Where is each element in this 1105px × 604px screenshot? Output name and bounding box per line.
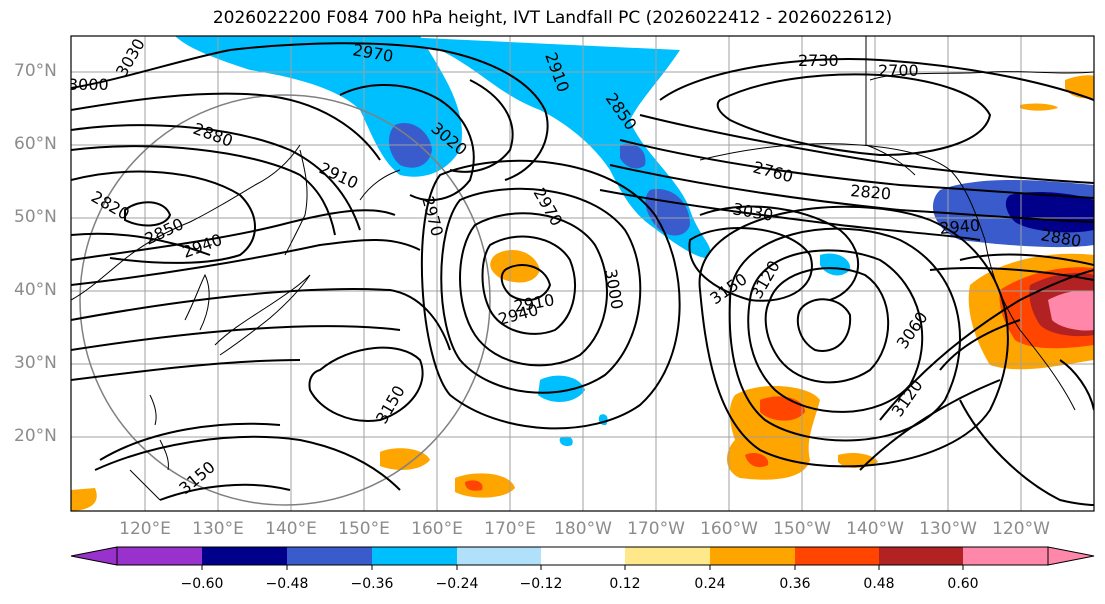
ivt-negative-region bbox=[620, 143, 646, 169]
lon-label: 130°E bbox=[192, 519, 244, 539]
contour-label: 2700 bbox=[878, 61, 919, 80]
colorbar-frame bbox=[116, 546, 1049, 566]
colorbar-segment bbox=[202, 547, 287, 565]
range-circle bbox=[79, 94, 491, 506]
ivt-positive-region bbox=[745, 453, 769, 468]
colorbar-segment bbox=[963, 547, 1048, 565]
colorbar-segment bbox=[457, 547, 541, 565]
colorbar-tick-label: 0.36 bbox=[779, 576, 811, 592]
colorbar-segment bbox=[625, 547, 710, 565]
colorbar-segment bbox=[879, 547, 963, 565]
lon-label: 160°W bbox=[700, 519, 758, 539]
colorbar-tick-label: −0.48 bbox=[265, 576, 309, 592]
colorbar-segment bbox=[287, 547, 372, 565]
ivt-positive-region bbox=[838, 452, 878, 468]
lon-label: 160°E bbox=[411, 519, 463, 539]
ivt-positive-region bbox=[465, 480, 483, 491]
height-contours bbox=[71, 42, 1094, 506]
lon-label: 150°E bbox=[338, 519, 390, 539]
lon-label: 170°W bbox=[627, 519, 685, 539]
contour-label: 3000 bbox=[68, 75, 109, 94]
lat-label: 20°N bbox=[14, 426, 57, 446]
lon-label: 180°W bbox=[554, 519, 612, 539]
ivt-negative-region bbox=[1005, 192, 1094, 233]
contour-label: 2730 bbox=[798, 51, 839, 70]
colorbar-tick-label: 0.48 bbox=[863, 576, 895, 592]
lat-label: 50°N bbox=[14, 207, 57, 227]
lon-label: 120°W bbox=[992, 519, 1050, 539]
map-frame bbox=[70, 35, 1095, 512]
colorbar bbox=[70, 546, 1095, 570]
lon-label: 130°W bbox=[919, 519, 977, 539]
lon-label: 140°W bbox=[846, 519, 904, 539]
lat-label: 30°N bbox=[14, 353, 57, 373]
ivt-positive-region bbox=[1048, 290, 1094, 331]
map-title: 2026022200 F084 700 hPa height, IVT Land… bbox=[212, 8, 893, 28]
graticule bbox=[71, 36, 1094, 511]
colorbar-segment bbox=[117, 547, 202, 565]
colorbar-tick-label: −0.60 bbox=[180, 576, 224, 592]
ivt-positive-region bbox=[1020, 103, 1058, 111]
colorbar-tick-label: 0.12 bbox=[609, 576, 641, 592]
colorbar-extend-left bbox=[70, 546, 118, 566]
ivt-positive-region bbox=[71, 488, 97, 511]
ivt-shading bbox=[71, 36, 1094, 511]
lat-label: 40°N bbox=[14, 280, 57, 300]
colorbar-tick-label: −0.12 bbox=[519, 576, 563, 592]
ivt-positive-region bbox=[455, 473, 515, 498]
lon-label: 140°E bbox=[265, 519, 317, 539]
ivt-negative-region bbox=[559, 436, 573, 447]
colorbar-segment bbox=[795, 547, 879, 565]
colorbar-segment bbox=[372, 547, 457, 565]
lat-label: 70°N bbox=[14, 61, 57, 81]
lat-label: 60°N bbox=[14, 134, 57, 154]
lon-label: 120°E bbox=[119, 519, 171, 539]
colorbar-extend-right bbox=[1047, 546, 1095, 566]
lon-label: 150°W bbox=[773, 519, 831, 539]
colorbar-segment bbox=[541, 547, 625, 565]
ivt-negative-region bbox=[380, 36, 711, 258]
contour-label: 2820 bbox=[850, 181, 892, 203]
ivt-negative-region bbox=[538, 375, 585, 402]
lon-label: 170°E bbox=[484, 519, 536, 539]
colorbar-tick-label: 0.24 bbox=[694, 576, 726, 592]
colorbar-segment bbox=[710, 547, 795, 565]
colorbar-tick-label: 0.60 bbox=[947, 576, 979, 592]
contour-label: 2940 bbox=[939, 216, 981, 238]
colorbar-tick-label: −0.24 bbox=[435, 576, 479, 592]
colorbar-tick-label: −0.36 bbox=[350, 576, 394, 592]
ivt-positive-region bbox=[380, 448, 430, 470]
